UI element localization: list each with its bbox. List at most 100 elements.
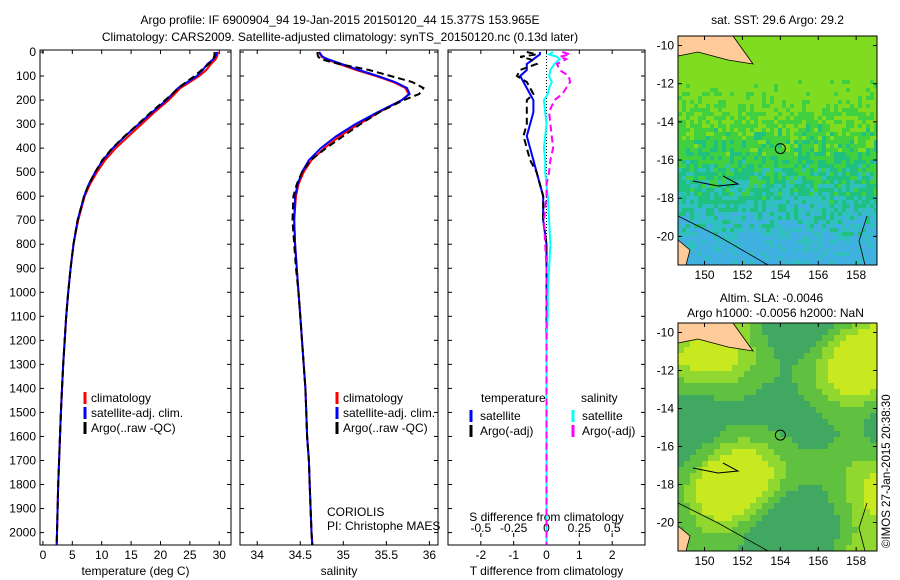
map-cell bbox=[782, 88, 786, 92]
map-cell bbox=[718, 212, 722, 216]
map-cell bbox=[718, 252, 722, 256]
map-cell bbox=[726, 407, 732, 413]
map-cell bbox=[722, 180, 726, 184]
map-cell bbox=[762, 521, 768, 527]
map-cell bbox=[714, 132, 718, 136]
map-cell bbox=[730, 108, 734, 112]
map-cell bbox=[818, 96, 822, 100]
bathymetry-contour bbox=[677, 215, 769, 266]
map-cell bbox=[756, 485, 762, 491]
map-cell bbox=[702, 413, 708, 419]
map-cell bbox=[686, 132, 690, 136]
map-cell bbox=[870, 521, 876, 527]
map-cell bbox=[720, 389, 726, 395]
map-cell bbox=[742, 156, 746, 160]
map-cell bbox=[708, 479, 714, 485]
map-cell bbox=[814, 164, 818, 168]
map-cell bbox=[802, 184, 806, 188]
map-cell bbox=[866, 44, 870, 48]
map-cell bbox=[678, 156, 682, 160]
map-cell bbox=[726, 419, 732, 425]
map-cell bbox=[738, 200, 742, 204]
map-cell bbox=[750, 545, 756, 551]
map-cell bbox=[858, 124, 862, 128]
map-cell bbox=[762, 136, 766, 140]
map-cell bbox=[678, 160, 682, 164]
map-cell bbox=[730, 120, 734, 124]
map-cell bbox=[774, 220, 778, 224]
map-cell bbox=[862, 196, 866, 200]
map-cell bbox=[780, 443, 786, 449]
map-cell bbox=[866, 188, 870, 192]
map-cell bbox=[802, 228, 806, 232]
map-cell bbox=[858, 80, 862, 84]
map-cell bbox=[840, 407, 846, 413]
map-cell bbox=[730, 168, 734, 172]
map-cell bbox=[782, 104, 786, 108]
map-cell bbox=[738, 461, 744, 467]
map-cell bbox=[834, 168, 838, 172]
map-cell bbox=[870, 48, 874, 52]
map-cell bbox=[744, 401, 750, 407]
map-cell bbox=[702, 196, 706, 200]
map-cell bbox=[854, 256, 858, 260]
map-cell bbox=[782, 144, 786, 148]
map-cell bbox=[720, 497, 726, 503]
map-cell bbox=[698, 68, 702, 72]
map-cell bbox=[754, 80, 758, 84]
map-cell bbox=[768, 497, 774, 503]
map-cell bbox=[774, 60, 778, 64]
map-cell bbox=[858, 521, 864, 527]
map-cell bbox=[684, 371, 690, 377]
map-cell bbox=[850, 152, 854, 156]
map-cell bbox=[794, 224, 798, 228]
map-cell bbox=[756, 401, 762, 407]
map-cell bbox=[822, 329, 828, 335]
map-cell bbox=[706, 172, 710, 176]
map-cell bbox=[778, 180, 782, 184]
map-cell bbox=[792, 353, 798, 359]
map-cell bbox=[690, 124, 694, 128]
map-cell bbox=[774, 371, 780, 377]
map-cell bbox=[780, 437, 786, 443]
map-cell bbox=[806, 156, 810, 160]
map-cell bbox=[710, 204, 714, 208]
map-cell bbox=[742, 108, 746, 112]
map-cell bbox=[732, 425, 738, 431]
map-cell bbox=[682, 132, 686, 136]
map-cell bbox=[834, 509, 840, 515]
map-cell bbox=[816, 401, 822, 407]
map-cell bbox=[726, 527, 732, 533]
map-cell bbox=[842, 104, 846, 108]
map-cell bbox=[734, 104, 738, 108]
map-cell bbox=[826, 216, 830, 220]
map-cell bbox=[862, 216, 866, 220]
map-cell bbox=[858, 104, 862, 108]
map-cell bbox=[750, 228, 754, 232]
map-cell bbox=[846, 503, 852, 509]
map-cell bbox=[790, 176, 794, 180]
map-cell bbox=[738, 383, 744, 389]
map-cell bbox=[778, 140, 782, 144]
map-cell bbox=[822, 96, 826, 100]
map-cell bbox=[794, 80, 798, 84]
map-cell bbox=[816, 407, 822, 413]
map-cell bbox=[798, 120, 802, 124]
map-cell bbox=[762, 108, 766, 112]
map-cell bbox=[840, 413, 846, 419]
map-cell bbox=[698, 236, 702, 240]
map-cell bbox=[678, 485, 684, 491]
map-cell bbox=[822, 56, 826, 60]
map-cell bbox=[840, 347, 846, 353]
map-cell bbox=[834, 144, 838, 148]
map-cell bbox=[830, 128, 834, 132]
map-cell bbox=[678, 112, 682, 116]
map-cell bbox=[846, 461, 852, 467]
map-cell bbox=[846, 401, 852, 407]
map-cell bbox=[846, 479, 852, 485]
series-line-argo-raw-qc- bbox=[291, 52, 425, 545]
map-cell bbox=[706, 120, 710, 124]
map-cell bbox=[766, 132, 770, 136]
map-cell bbox=[830, 112, 834, 116]
map-cell bbox=[770, 140, 774, 144]
